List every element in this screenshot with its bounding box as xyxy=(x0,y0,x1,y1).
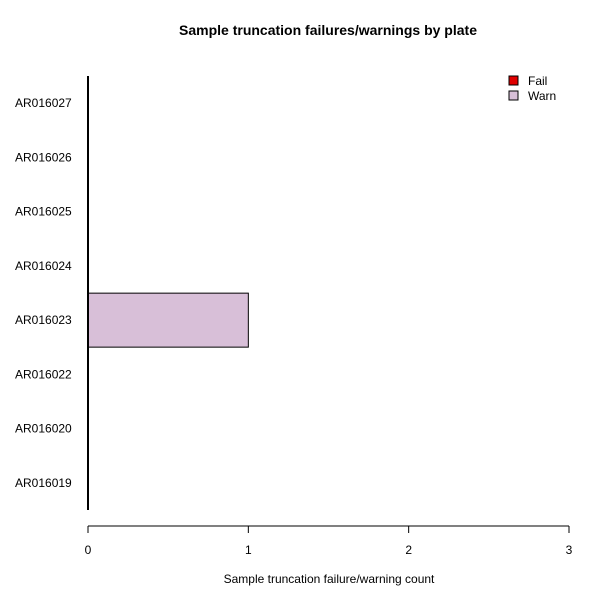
y-tick-label-AR016020: AR016020 xyxy=(15,422,72,436)
y-tick-label-AR016019: AR016019 xyxy=(15,476,72,490)
x-tick-label-1: 1 xyxy=(245,543,252,557)
y-tick-labels: AR016019 AR016020 AR016022 AR016023 AR016024… xyxy=(15,96,72,490)
x-tick-label-0: 0 xyxy=(85,543,92,557)
chart-title: Sample truncation failures/warnings by p… xyxy=(179,22,477,38)
legend-swatch-warn xyxy=(508,90,519,101)
legend-swatch-fail xyxy=(508,75,519,86)
legend-label-warn: Warn xyxy=(528,89,556,103)
y-tick-label-AR016026: AR016026 xyxy=(15,150,72,164)
x-tick-label-3: 3 xyxy=(566,543,573,557)
y-tick-label-AR016023: AR016023 xyxy=(15,313,72,327)
y-tick-label-AR016027: AR016027 xyxy=(15,96,72,110)
y-tick-label-AR016024: AR016024 xyxy=(15,259,72,273)
y-tick-label-AR016022: AR016022 xyxy=(15,367,72,381)
y-tick-label-AR016025: AR016025 xyxy=(15,205,72,219)
x-tick-label-2: 2 xyxy=(405,543,412,557)
bar-warn-AR016023 xyxy=(87,292,249,348)
x-axis: 0 1 2 3 xyxy=(85,525,573,557)
legend-label-fail: Fail xyxy=(528,74,547,88)
x-axis-label: Sample truncation failure/warning count xyxy=(224,572,435,586)
bars-group xyxy=(87,292,249,348)
